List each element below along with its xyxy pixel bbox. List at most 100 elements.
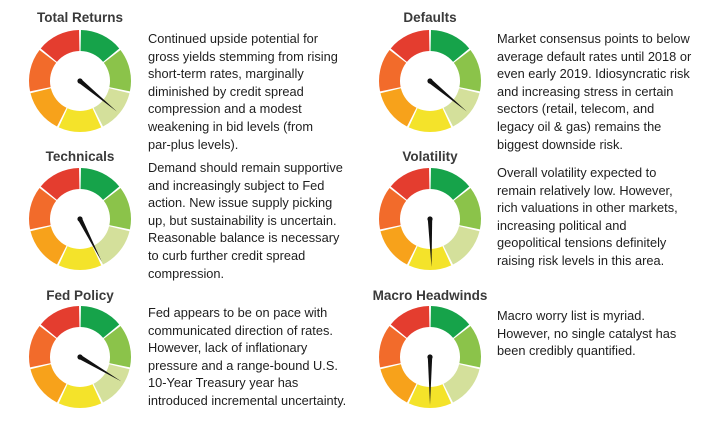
description-line: However, lack of inflationary	[148, 340, 308, 356]
description-line: pressure and a range-bound U.S.	[148, 357, 338, 373]
gauge-needle	[78, 355, 122, 382]
gauge-segment	[380, 226, 417, 265]
gauge-needle-hub	[427, 216, 433, 222]
description-line: up, but sustainability is uncertain.	[148, 212, 337, 228]
gauge-segment	[430, 168, 470, 200]
description-line: par-plus levels).	[148, 136, 239, 152]
description-line: introduced incremental uncertainty.	[148, 392, 347, 408]
gauge-macro-headwinds	[379, 306, 481, 408]
description-line: compression.	[148, 265, 225, 281]
gauge-segment	[80, 30, 120, 62]
description-line: to curb further credit spread	[148, 247, 306, 263]
gauge-segment	[390, 306, 430, 338]
description-line: and increasing stress in certain	[497, 83, 674, 99]
description-line: Reasonable balance is necessary	[148, 230, 340, 246]
description-line: Macro worry list is myriad.	[497, 308, 645, 323]
gauge-segment	[40, 306, 80, 338]
gauge-segment	[453, 187, 481, 230]
gauge-segment	[40, 30, 80, 62]
description-line: Continued upside potential for	[148, 31, 319, 46]
gauge-needle-hub	[427, 354, 433, 360]
gauge-segment	[93, 364, 130, 403]
gauge-segment	[379, 187, 407, 230]
gauge-volatility	[379, 168, 481, 270]
gauge-description-macro-headwinds: Macro worry list is myriad. However, no s…	[497, 307, 676, 360]
description-line: been credibly quantified.	[497, 343, 636, 359]
gauge-segment	[103, 187, 131, 230]
description-line: Overall volatility expected to	[497, 165, 657, 180]
gauge-technicals	[29, 168, 131, 270]
gauge-needle-hub	[77, 78, 83, 84]
gauge-segment	[29, 49, 57, 92]
description-line: and increasingly subject to Fed	[148, 177, 325, 193]
gauge-segment	[390, 30, 430, 62]
gauge-segment	[80, 306, 120, 338]
gauge-description-volatility: Overall volatility expected to remain rel…	[497, 164, 678, 270]
description-line: Market consensus points to below	[497, 31, 690, 46]
gauge-segment	[453, 325, 481, 368]
description-line: raising risk levels in this area.	[497, 252, 665, 268]
gauge-fed-policy	[29, 306, 131, 408]
gauge-segment	[408, 246, 452, 270]
gauge-needle-hub	[77, 354, 83, 360]
gauge-description-fed-policy: Fed appears to be on pace with communicat…	[148, 304, 346, 410]
gauge-needle	[78, 218, 102, 262]
gauge-title-defaults: Defaults	[403, 10, 457, 25]
description-line: weakening in bid levels (from	[148, 118, 314, 134]
description-line: sectors (retail, telecom, and	[497, 101, 655, 117]
description-line: legacy oil & gas) remains the	[497, 118, 662, 134]
gauge-segment	[408, 108, 452, 132]
gauge-needle	[427, 357, 433, 405]
gauge-segment	[58, 246, 102, 270]
gauge-description-technicals: Demand should remain supportive and incre…	[148, 159, 343, 282]
description-line: However, no single catalyst has	[497, 325, 677, 341]
gauge-segment	[103, 49, 131, 92]
gauge-segment	[80, 168, 120, 200]
gauge-segment	[453, 49, 481, 92]
description-line: Demand should remain supportive	[148, 160, 343, 175]
gauge-segment	[29, 187, 57, 230]
gauge-segment	[40, 168, 80, 200]
description-line: 10-Year Treasury year has	[148, 375, 299, 391]
gauge-segment	[103, 325, 131, 368]
gauge-segment	[379, 49, 407, 92]
description-line: remain relatively low. However,	[497, 182, 673, 198]
description-line: even early 2019. Idiosyncratic risk	[497, 66, 690, 82]
gauge-description-total-returns: Continued upside potential for gross yiel…	[148, 30, 338, 153]
description-line: biggest downside risk.	[497, 136, 623, 152]
gauge-segment	[443, 364, 480, 403]
description-line: Fed appears to be on pace with	[148, 305, 328, 320]
description-line: short-term rates, marginally	[148, 66, 304, 82]
gauge-segment	[380, 88, 417, 127]
gauge-segment	[29, 325, 57, 368]
gauge-segment	[443, 226, 480, 265]
gauge-title-volatility: Volatility	[402, 149, 458, 164]
description-line: average default rates until 2018 or	[497, 48, 692, 64]
gauge-description-defaults: Market consensus points to below average …	[497, 30, 691, 153]
gauge-segment	[58, 384, 102, 408]
gauge-segment	[93, 226, 130, 265]
gauge-segment	[30, 226, 67, 265]
gauge-segment	[58, 108, 102, 132]
gauge-title-technicals: Technicals	[45, 149, 115, 164]
description-line: compression and a modest	[148, 101, 302, 117]
description-line: diminished by credit spread	[148, 83, 304, 99]
description-line: action. New issue supply picking	[148, 195, 333, 211]
description-line: communicated direction of rates.	[148, 322, 333, 338]
gauge-segment	[30, 364, 67, 403]
description-line: geopolitical tensions definitely	[497, 235, 667, 251]
gauge-title-total-returns: Total Returns	[36, 10, 123, 25]
gauge-segment	[430, 30, 470, 62]
description-line: rich valuations in other markets,	[497, 200, 678, 216]
gauge-title-fed-policy: Fed Policy	[46, 288, 114, 303]
description-line: increasing political and	[497, 217, 627, 233]
gauge-segment	[30, 88, 67, 127]
gauge-segment	[379, 325, 407, 368]
gauge-needle	[428, 79, 467, 112]
gauge-needle-hub	[77, 216, 83, 222]
gauge-needle	[427, 218, 433, 267]
description-line: gross yields stemming from rising	[148, 48, 338, 64]
gauge-segment	[380, 364, 417, 403]
gauge-title-macro-headwinds: Macro Headwinds	[372, 288, 488, 303]
gauge-needle	[78, 79, 117, 112]
